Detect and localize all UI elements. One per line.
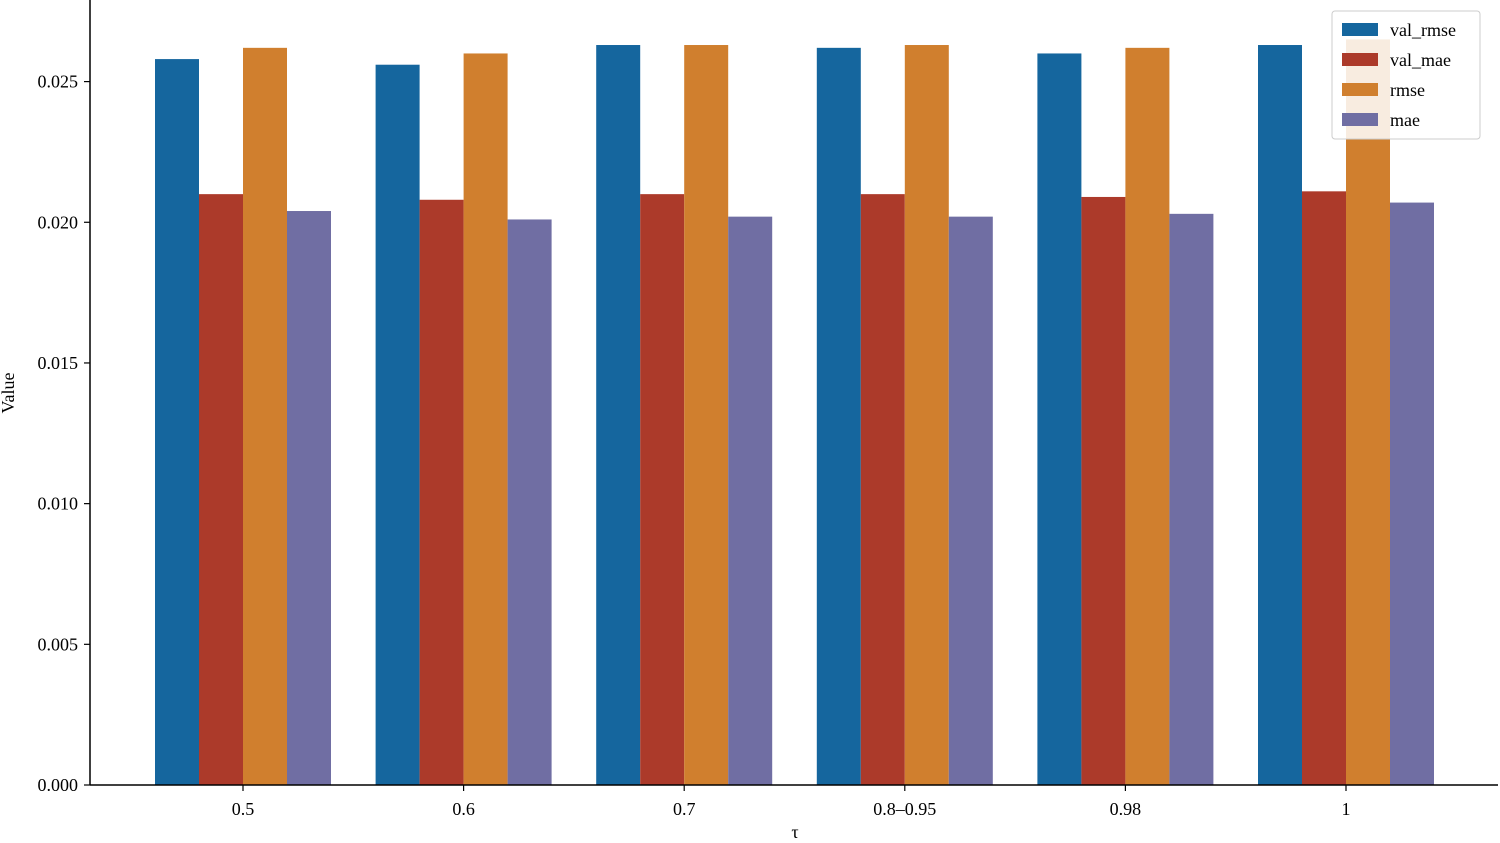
- y-tick-label: 0.005: [38, 634, 79, 654]
- bar-val_rmse-5: [1258, 45, 1302, 785]
- bar-val_rmse-4: [1037, 53, 1082, 785]
- legend-label-val_rmse: val_rmse: [1390, 20, 1456, 40]
- x-tick-label: 0.7: [673, 799, 696, 819]
- bar-val_mae-3: [860, 194, 905, 786]
- bar-val_rmse-3: [816, 47, 861, 785]
- bar-rmse-2: [684, 45, 729, 785]
- bar-rmse-4: [1125, 47, 1170, 785]
- legend-swatch-mae: [1342, 113, 1378, 126]
- bar-mae-5: [1390, 202, 1434, 786]
- legend-swatch-rmse: [1342, 83, 1378, 96]
- y-tick-label: 0.015: [38, 353, 79, 373]
- y-tick-label: 0.000: [38, 775, 79, 795]
- legend-swatch-val_rmse: [1342, 23, 1378, 36]
- bar-val_mae-5: [1302, 191, 1346, 785]
- bar-rmse-3: [904, 45, 949, 785]
- bar-mae-2: [728, 216, 773, 785]
- bar-mae-1: [507, 219, 552, 785]
- bar-val_mae-2: [640, 194, 685, 786]
- legend-box: [1331, 10, 1481, 140]
- x-tick-label: 0.6: [452, 799, 475, 819]
- x-tick-label: 0.98: [1110, 799, 1142, 819]
- y-ticks: 0.000 0.005 0.010 0.015 0.020 0.025: [38, 72, 90, 795]
- bar-mae-4: [1169, 213, 1214, 785]
- bar-rmse-1: [463, 53, 508, 785]
- y-tick-label: 0.010: [38, 494, 79, 514]
- x-tick-label: 1: [1342, 799, 1351, 819]
- bar-rmse-0: [243, 47, 287, 785]
- y-tick-label: 0.020: [38, 212, 79, 232]
- legend-label-mae: mae: [1390, 110, 1420, 130]
- bars-group: [155, 39, 1434, 786]
- x-tick-label: 0.5: [232, 799, 255, 819]
- legend-label-val_mae: val_mae: [1390, 50, 1451, 70]
- x-axis-label: τ: [791, 822, 798, 842]
- x-ticks: 0.5 0.6 0.7 0.8–0.95 0.98 1: [232, 785, 1351, 819]
- bar-val_rmse-1: [375, 64, 420, 786]
- x-tick-label: 0.8–0.95: [873, 799, 936, 819]
- bar-val_mae-4: [1081, 196, 1126, 786]
- bar-val_mae-0: [199, 194, 243, 786]
- y-axis-label: Value: [0, 372, 18, 413]
- axes-group: [89, 0, 1498, 786]
- bar-val_rmse-0: [155, 59, 199, 786]
- bar-val_mae-1: [419, 199, 464, 785]
- legend-swatch-val_mae: [1342, 53, 1378, 66]
- bar-val_rmse-2: [596, 45, 641, 785]
- bar-mae-0: [287, 211, 331, 786]
- y-tick-label: 0.025: [38, 72, 79, 92]
- legend-label-rmse: rmse: [1390, 80, 1425, 100]
- bar-rmse-5: [1346, 39, 1390, 785]
- bar-mae-3: [948, 216, 993, 785]
